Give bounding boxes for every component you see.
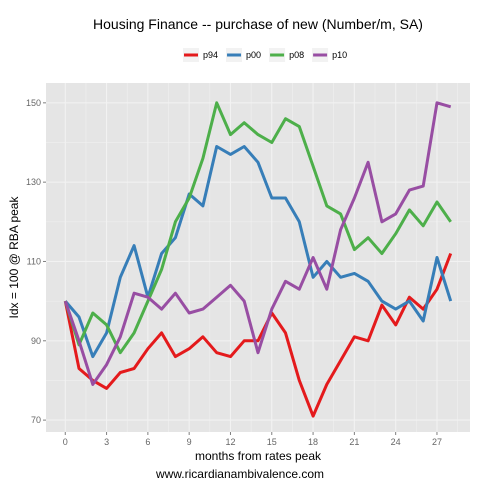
series-line-p94 xyxy=(63,252,453,418)
x-tick-label: 9 xyxy=(187,437,192,447)
axis-ticks: 0 3 6 9 12 15 18 21 24 27 70 90 110 130 150 xyxy=(26,98,442,447)
series-line-p10 xyxy=(63,101,452,386)
x-tick-label: 21 xyxy=(349,437,359,447)
x-axis-label: months from rates peak xyxy=(195,449,322,463)
footer-url: www.ricardianambivalence.com xyxy=(155,467,324,480)
x-tick-label: 12 xyxy=(225,437,235,447)
y-tick-label: 70 xyxy=(31,415,41,425)
x-tick-label: 15 xyxy=(267,437,277,447)
legend-label-p10: p10 xyxy=(332,50,347,60)
series-line-p08 xyxy=(63,101,452,355)
y-axis-label: Idx = 100 @ RBA peak xyxy=(7,196,21,319)
x-tick-label: 18 xyxy=(308,437,318,447)
x-tick-label: 6 xyxy=(145,437,150,447)
y-tick-label: 130 xyxy=(26,177,41,187)
y-tick-label: 110 xyxy=(27,256,41,266)
legend-label-p94: p94 xyxy=(203,50,218,60)
y-tick-label: 90 xyxy=(31,336,41,346)
plot-panel xyxy=(46,83,470,432)
x-tick-label: 0 xyxy=(63,437,68,447)
x-tick-label: 3 xyxy=(104,437,109,447)
x-tick-label: 27 xyxy=(432,437,442,447)
series-line-p00 xyxy=(64,145,453,359)
legend: p94 p00 p08 p10 xyxy=(183,48,347,62)
legend-label-p00: p00 xyxy=(246,50,261,60)
y-tick-label: 150 xyxy=(26,98,41,108)
x-tick-label: 24 xyxy=(391,437,401,447)
chart-title: Housing Finance -- purchase of new (Numb… xyxy=(93,16,423,32)
legend-label-p08: p08 xyxy=(289,50,304,60)
series-lines xyxy=(63,101,453,418)
